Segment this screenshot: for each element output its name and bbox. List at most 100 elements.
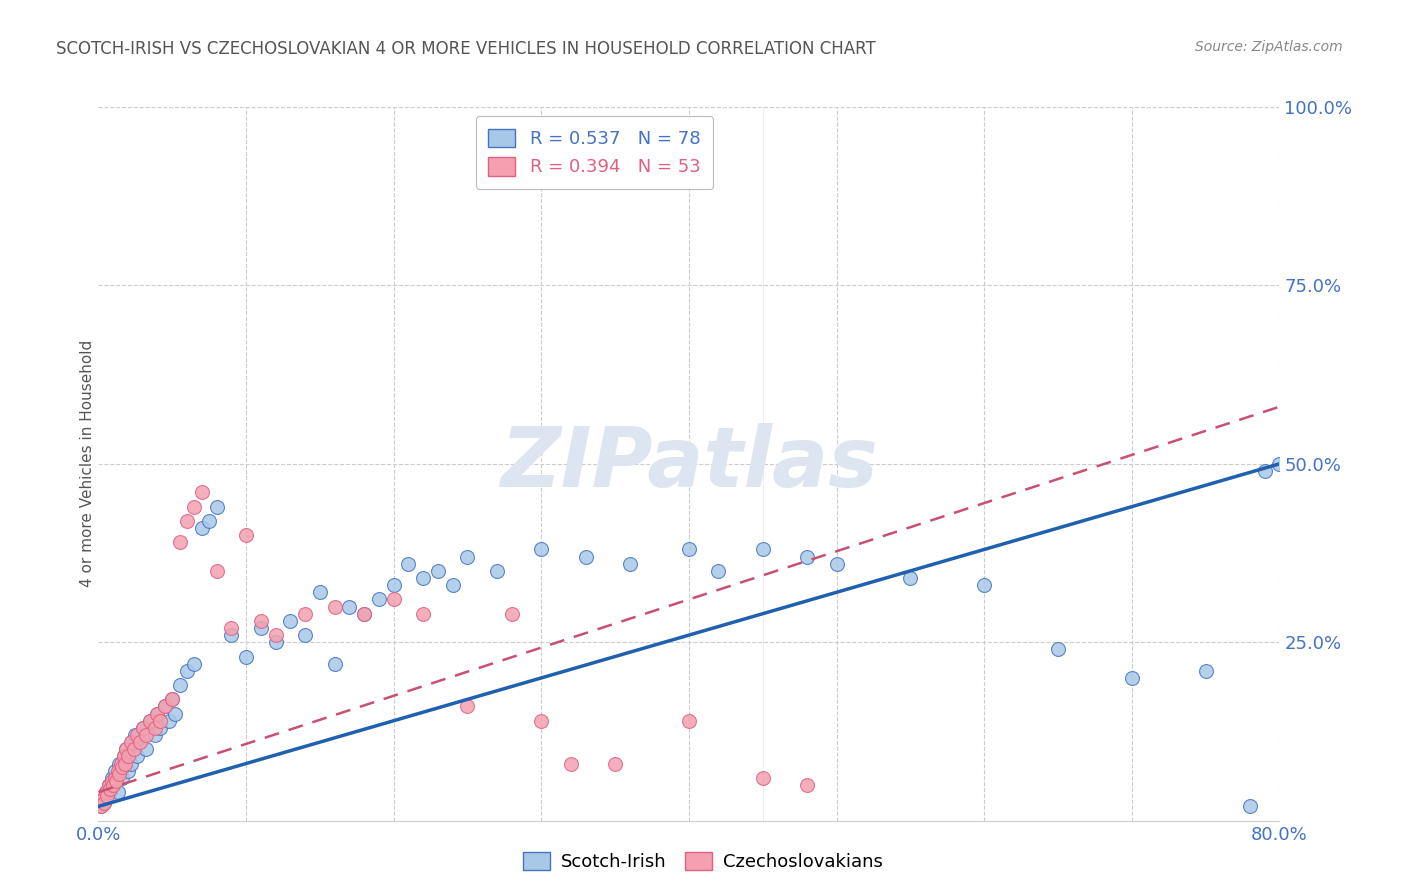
Point <box>235 649 257 664</box>
Point <box>339 599 360 614</box>
Point <box>427 564 450 578</box>
Point <box>183 500 205 514</box>
Point <box>115 742 138 756</box>
Point <box>165 706 187 721</box>
Point <box>1195 664 1218 678</box>
Point <box>678 542 700 557</box>
Point <box>91 792 114 806</box>
Text: SCOTCH-IRISH VS CZECHOSLOVAKIAN 4 OR MORE VEHICLES IN HOUSEHOLD CORRELATION CHAR: SCOTCH-IRISH VS CZECHOSLOVAKIAN 4 OR MOR… <box>56 40 876 58</box>
Point <box>91 792 114 806</box>
Point <box>796 778 818 792</box>
Point <box>219 621 242 635</box>
Point <box>368 592 391 607</box>
Point <box>114 756 136 771</box>
Point <box>98 781 121 796</box>
Point <box>93 796 115 810</box>
Point <box>139 714 162 728</box>
Point <box>169 535 191 549</box>
Point <box>90 799 112 814</box>
Point <box>235 528 257 542</box>
Point <box>382 592 405 607</box>
Point <box>94 785 117 799</box>
Point <box>118 749 141 764</box>
Point <box>107 785 129 799</box>
Point <box>121 735 143 749</box>
Point <box>486 564 509 578</box>
Point <box>120 735 142 749</box>
Point <box>191 485 214 500</box>
Text: Source: ZipAtlas.com: Source: ZipAtlas.com <box>1195 40 1343 54</box>
Point <box>110 764 132 778</box>
Point <box>169 678 191 692</box>
Point <box>96 789 118 803</box>
Point <box>900 571 922 585</box>
Point <box>135 728 157 742</box>
Point <box>1254 464 1277 478</box>
Point <box>146 706 169 721</box>
Point <box>176 514 198 528</box>
Point <box>205 564 228 578</box>
Point <box>128 735 150 749</box>
Point <box>1268 457 1291 471</box>
Point <box>115 742 138 756</box>
Point <box>825 557 848 571</box>
Point <box>250 621 273 635</box>
Point <box>111 760 134 774</box>
Point <box>112 749 135 764</box>
Point <box>560 756 582 771</box>
Text: ZIPatlas: ZIPatlas <box>501 424 877 504</box>
Point <box>191 521 214 535</box>
Point <box>107 764 129 778</box>
Point <box>1046 642 1069 657</box>
Point <box>103 778 125 792</box>
Point <box>264 628 287 642</box>
Point <box>120 756 142 771</box>
Point <box>605 756 627 771</box>
Point <box>294 628 316 642</box>
Point <box>973 578 995 592</box>
Point <box>122 742 145 756</box>
Point <box>104 771 127 785</box>
Point <box>530 714 553 728</box>
Point <box>143 721 166 735</box>
Point <box>183 657 205 671</box>
Point <box>205 500 228 514</box>
Point <box>501 607 523 621</box>
Point <box>100 774 122 789</box>
Point <box>97 778 120 792</box>
Point <box>157 714 180 728</box>
Point <box>456 699 478 714</box>
Point <box>678 714 700 728</box>
Point <box>146 706 169 721</box>
Point <box>108 767 131 781</box>
Point <box>104 764 127 778</box>
Point <box>619 557 641 571</box>
Point <box>198 514 221 528</box>
Point <box>796 549 818 564</box>
Point <box>1121 671 1143 685</box>
Point <box>441 578 464 592</box>
Point <box>97 778 120 792</box>
Point <box>153 699 176 714</box>
Point <box>143 728 166 742</box>
Point <box>105 771 128 785</box>
Point <box>108 756 131 771</box>
Point <box>122 742 145 756</box>
Point <box>294 607 316 621</box>
Point <box>111 771 134 785</box>
Point <box>112 749 135 764</box>
Point <box>94 785 117 799</box>
Point <box>219 628 242 642</box>
Point <box>530 542 553 557</box>
Point <box>117 764 139 778</box>
Point <box>1239 799 1261 814</box>
Point <box>125 728 148 742</box>
Point <box>309 585 332 599</box>
Point <box>382 578 405 592</box>
Point <box>707 564 730 578</box>
Point <box>93 796 115 810</box>
Point <box>323 599 346 614</box>
Point <box>162 692 183 706</box>
Point <box>90 799 112 814</box>
Point <box>132 721 155 735</box>
